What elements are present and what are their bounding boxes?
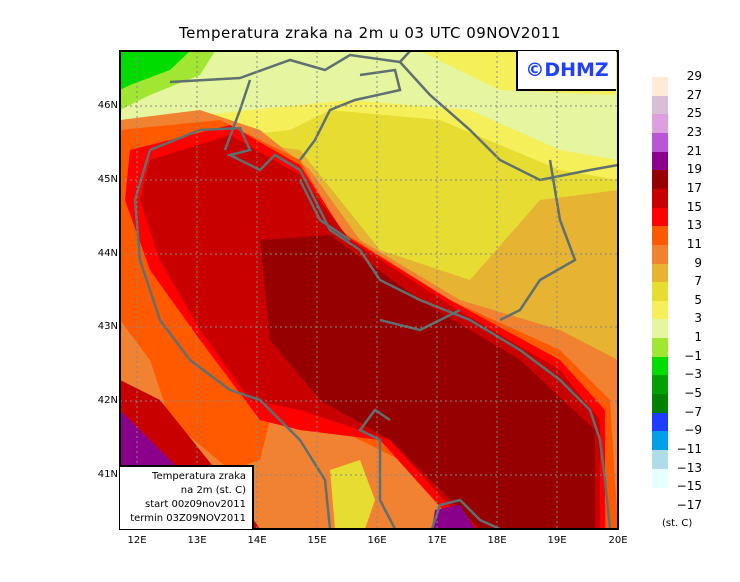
legend-label: 3 bbox=[694, 311, 702, 326]
legend-swatch bbox=[652, 319, 668, 339]
info-line: start 00z09nov2011 bbox=[145, 499, 246, 510]
legend-label: 27 bbox=[686, 87, 702, 102]
lon-label: 15E bbox=[307, 535, 327, 546]
legend-units: (st. C) bbox=[662, 518, 693, 529]
legend-swatch bbox=[652, 77, 668, 97]
legend-label: 21 bbox=[686, 143, 702, 158]
legend-swatch bbox=[652, 95, 668, 115]
legend-swatch bbox=[652, 356, 668, 376]
temperature-field bbox=[120, 51, 618, 529]
lat-label: 46N bbox=[97, 100, 118, 111]
legend-swatch bbox=[652, 207, 668, 227]
lat-label: 44N bbox=[97, 248, 118, 259]
lat-label: 43N bbox=[97, 321, 118, 332]
legend-label: 13 bbox=[686, 218, 702, 233]
legend-label: −15 bbox=[676, 479, 702, 494]
zone-south-italy bbox=[330, 460, 375, 529]
legend-swatch bbox=[652, 188, 668, 209]
legend-swatch bbox=[652, 338, 668, 358]
dhmz-logo: ©DHMZ bbox=[516, 51, 616, 91]
zone-17-19 bbox=[260, 235, 595, 529]
legend-swatch bbox=[652, 244, 668, 264]
lat-label: 45N bbox=[97, 174, 118, 185]
legend-label: −11 bbox=[676, 442, 702, 456]
legend-label: 11 bbox=[686, 236, 702, 251]
info-line: Temperatura zraka bbox=[152, 471, 246, 482]
lon-label: 17E bbox=[427, 535, 447, 546]
coastlines-borders bbox=[133, 51, 618, 529]
lon-label: 19E bbox=[547, 535, 567, 546]
legend-label: 29 bbox=[686, 69, 702, 83]
zone-neg3 bbox=[120, 51, 190, 90]
legend-swatch bbox=[652, 394, 668, 414]
legend-label: 5 bbox=[694, 292, 702, 307]
legend-swatch bbox=[652, 450, 668, 470]
zone-purple-s bbox=[432, 505, 475, 529]
legend-swatch bbox=[652, 114, 668, 134]
lat-label: 41N bbox=[97, 469, 118, 480]
map-frame bbox=[119, 50, 619, 530]
lon-label: 12E bbox=[127, 535, 147, 546]
legend-label: 23 bbox=[686, 124, 702, 139]
legend-label: 1 bbox=[694, 330, 702, 345]
legend-swatch bbox=[652, 468, 668, 488]
lon-label: 13E bbox=[187, 535, 207, 546]
legend-swatch bbox=[652, 226, 668, 246]
legend-label: 19 bbox=[686, 162, 702, 177]
legend-swatch bbox=[652, 300, 668, 320]
legend-label: −17 bbox=[676, 497, 702, 512]
info-box: Temperatura zraka na 2m (st. C) start 00… bbox=[120, 465, 254, 529]
legend-label: −13 bbox=[676, 460, 702, 475]
legend-swatch bbox=[652, 431, 668, 451]
legend-swatch bbox=[652, 132, 668, 153]
legend-swatch bbox=[652, 151, 668, 171]
zone-1-3 bbox=[120, 51, 618, 160]
lon-label: 16E bbox=[367, 535, 387, 546]
legend-label: −1 bbox=[684, 348, 702, 363]
legend-label: −7 bbox=[684, 404, 702, 419]
legend-label: 25 bbox=[686, 106, 702, 121]
map-title: Temperatura zraka na 2m u 03 UTC 09NOV20… bbox=[178, 24, 561, 42]
legend-swatch bbox=[652, 263, 668, 283]
graticule bbox=[120, 51, 618, 529]
legend-label: 7 bbox=[694, 274, 702, 289]
legend-label: 9 bbox=[694, 255, 702, 270]
legend-swatch bbox=[652, 282, 668, 302]
info-line: na 2m (st. C) bbox=[180, 485, 246, 496]
legend-label: 15 bbox=[686, 199, 702, 214]
legend-swatch bbox=[652, 412, 668, 432]
legend-label: −5 bbox=[684, 386, 702, 401]
legend-label: −3 bbox=[684, 367, 702, 382]
legend-swatch bbox=[652, 170, 668, 190]
legend-label: 17 bbox=[686, 180, 702, 195]
lat-label: 42N bbox=[97, 395, 118, 406]
legend-label: −9 bbox=[684, 423, 702, 438]
legend-swatch bbox=[652, 375, 668, 395]
lon-label: 14E bbox=[247, 535, 267, 546]
info-line: termin 03Z09NOV2011 bbox=[130, 513, 246, 524]
lon-label: 18E bbox=[487, 535, 507, 546]
lon-label: 20E bbox=[608, 535, 628, 546]
